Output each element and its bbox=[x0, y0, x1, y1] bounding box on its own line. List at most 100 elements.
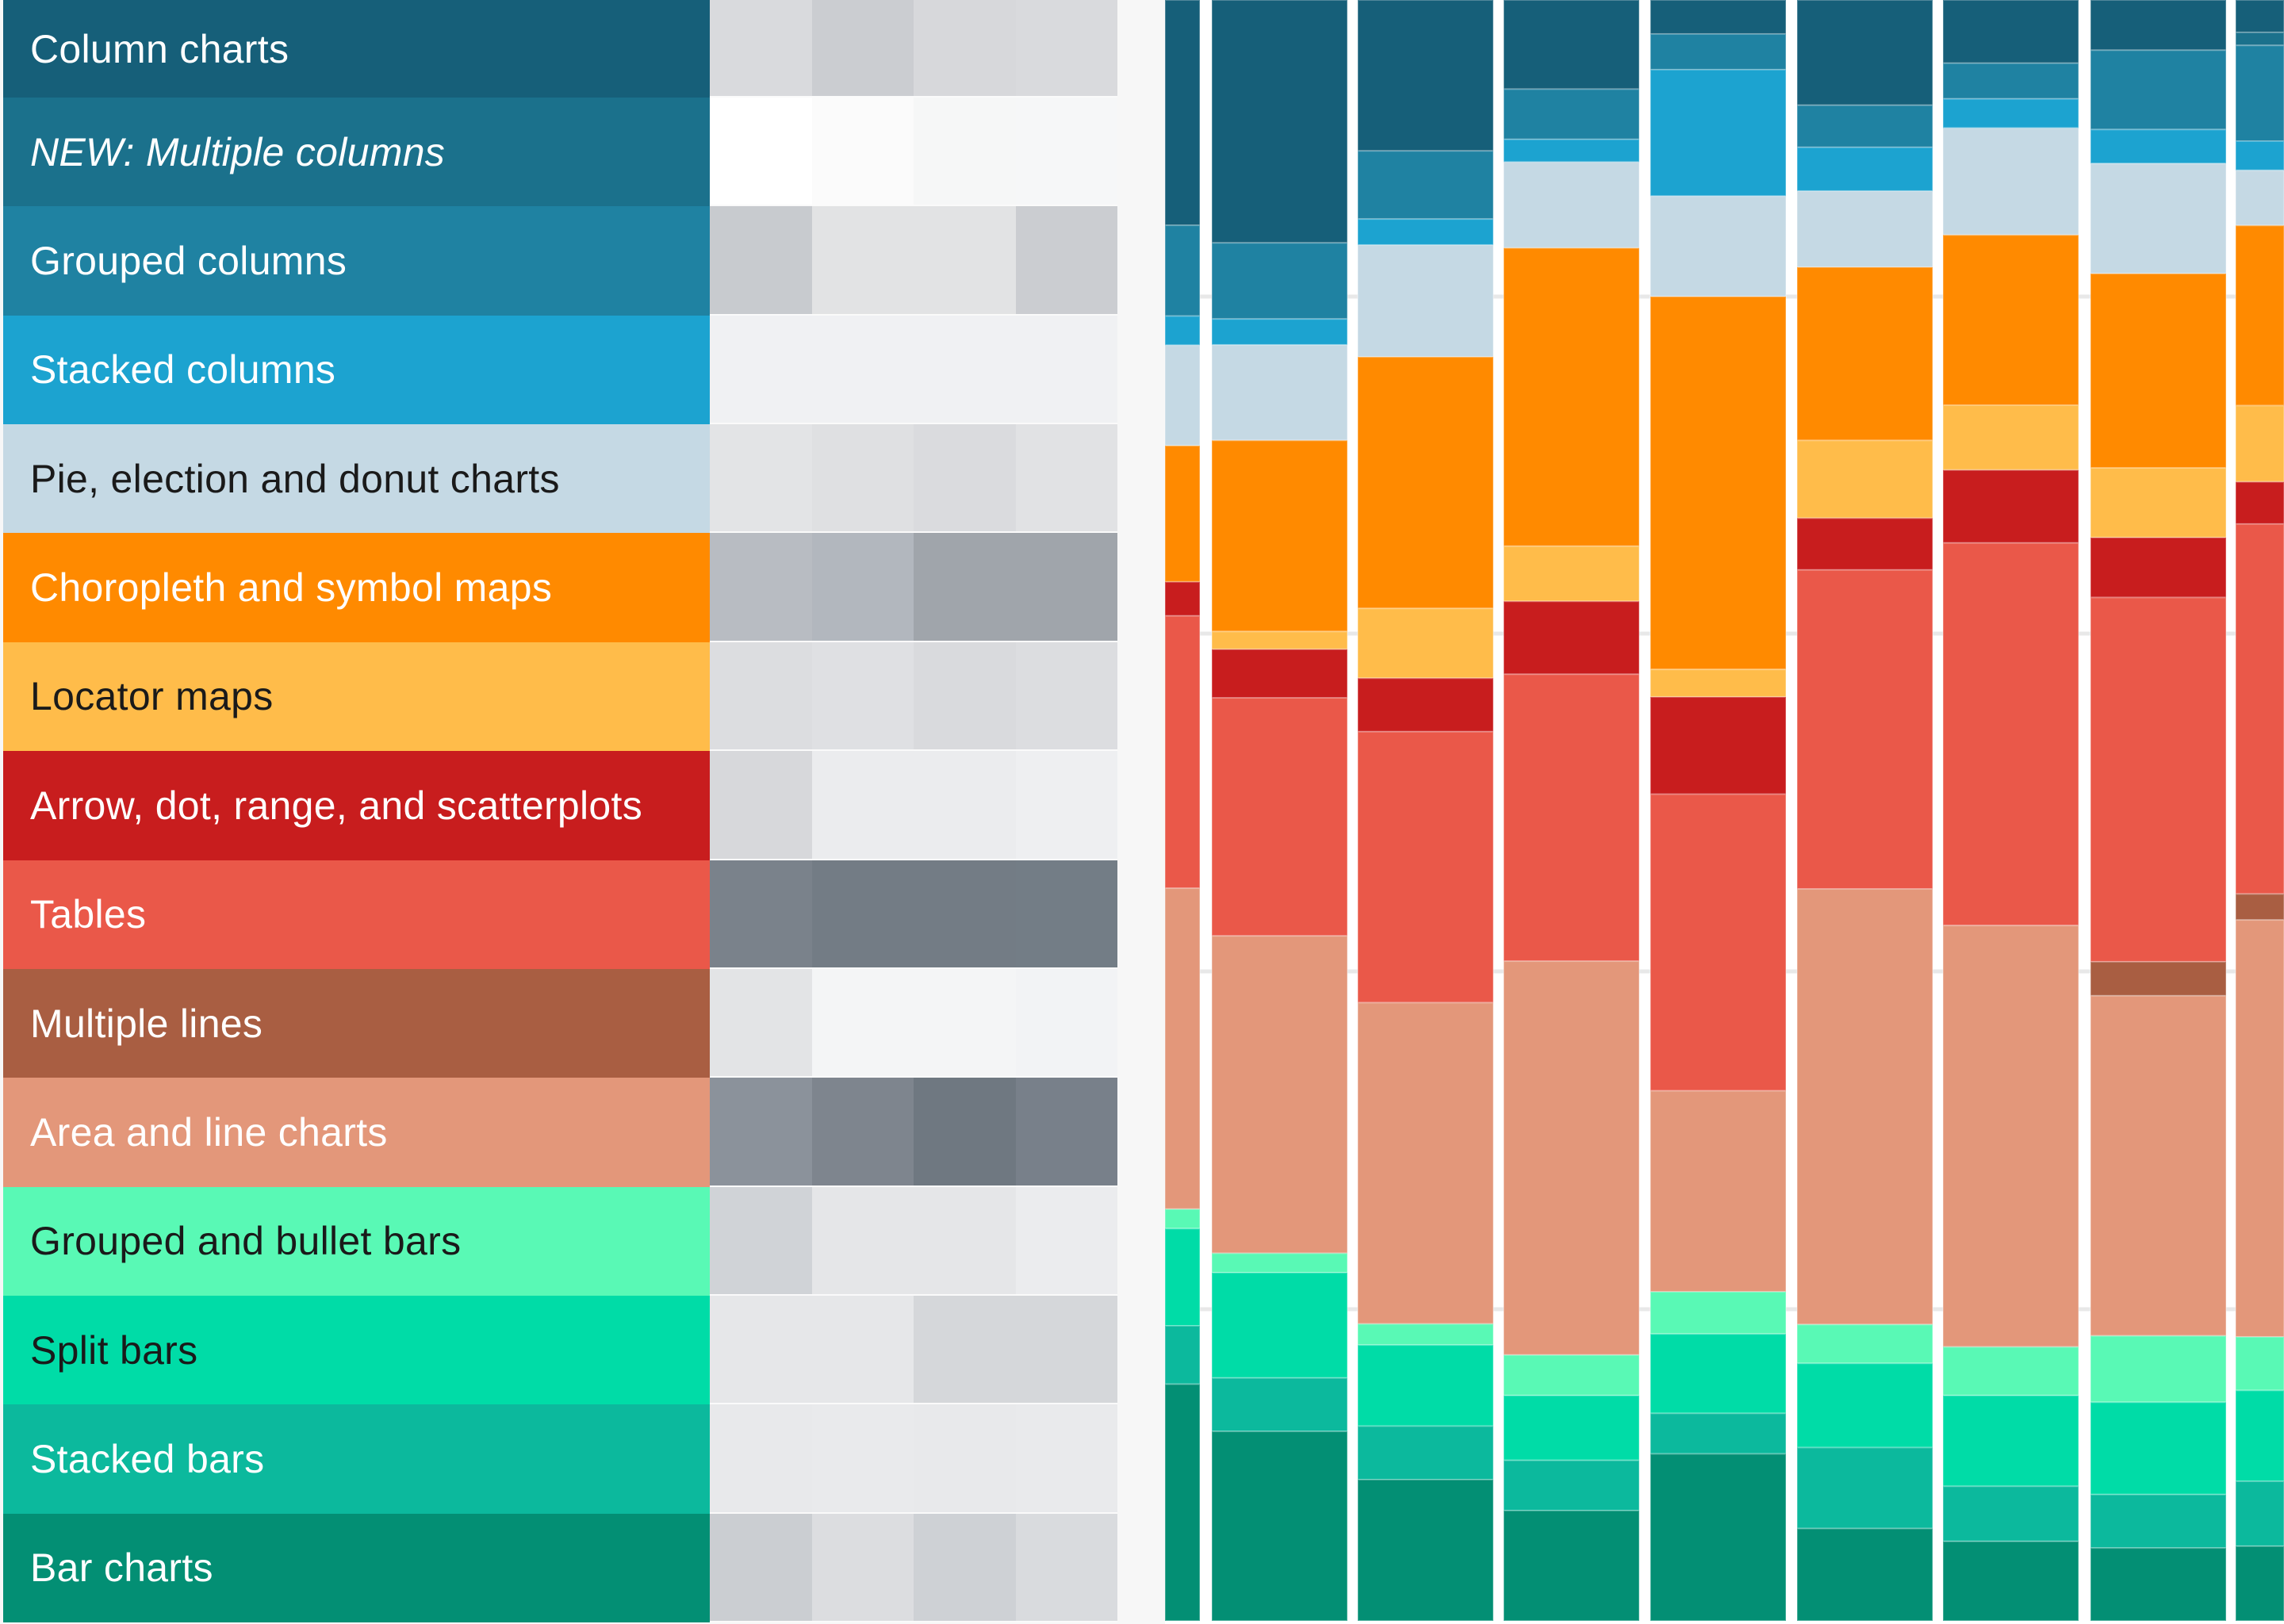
bar-segment bbox=[1164, 0, 1201, 227]
bar-segment bbox=[1357, 607, 1494, 680]
bar-segment bbox=[1503, 161, 1640, 249]
bar-segment bbox=[1503, 673, 1640, 963]
bar-segment bbox=[1164, 1324, 1201, 1385]
heatmap-cell bbox=[710, 860, 812, 967]
bar-segment bbox=[1211, 343, 1348, 442]
bar-segment bbox=[1650, 0, 1787, 35]
bar-segment bbox=[1796, 517, 1933, 571]
heatmap-cell bbox=[710, 98, 812, 205]
legend-row: Bar charts bbox=[3, 1513, 1117, 1623]
bar-segment bbox=[1503, 1459, 1640, 1512]
heatmap-cell bbox=[1015, 1078, 1117, 1185]
bar-segment bbox=[2235, 523, 2284, 895]
heatmap-cell bbox=[1015, 1404, 1117, 1512]
heatmap-cell bbox=[914, 424, 1016, 532]
bar-segment bbox=[1211, 318, 1348, 346]
legend-label: NEW: Multiple columns bbox=[3, 98, 710, 207]
bar-segment bbox=[2235, 1335, 2284, 1392]
bar-segment bbox=[2235, 919, 2284, 1338]
bar-segment bbox=[1650, 1291, 1787, 1335]
heatmap-cell bbox=[1015, 1513, 1117, 1622]
bar-segment bbox=[1503, 88, 1640, 140]
bar-segment bbox=[1650, 1453, 1787, 1622]
heatmap-cell bbox=[914, 1513, 1016, 1622]
bar-segment bbox=[1796, 888, 1933, 1326]
heatmap-cell bbox=[914, 0, 1016, 96]
bar-segment bbox=[2235, 169, 2284, 227]
heatmap-cell bbox=[710, 1186, 812, 1294]
bar-segment bbox=[1796, 1527, 1933, 1622]
bar-segment bbox=[1211, 0, 1348, 244]
bar-segment bbox=[1503, 960, 1640, 1356]
bar-segment bbox=[2090, 128, 2227, 165]
heatmap-cell bbox=[914, 533, 1016, 641]
legend-label: Locator maps bbox=[3, 642, 710, 752]
bar-segment bbox=[1211, 1431, 1348, 1622]
heatmap-cell bbox=[811, 751, 914, 859]
bar-segment bbox=[1942, 469, 2079, 544]
legend-row: Grouped columns bbox=[3, 206, 1117, 316]
heatmap-cell bbox=[1015, 968, 1117, 1077]
heatmap-row bbox=[710, 206, 1117, 316]
heatmap-cell bbox=[1015, 860, 1117, 967]
bar-segment bbox=[2090, 1493, 2227, 1549]
bar-segment bbox=[1650, 33, 1787, 71]
legend-row: Multiple lines bbox=[3, 968, 1117, 1078]
heatmap-row bbox=[710, 1078, 1117, 1187]
bar-segment bbox=[2090, 49, 2227, 131]
stacked-column-chart bbox=[1117, 0, 2284, 1624]
legend-row: Area and line charts bbox=[3, 1078, 1117, 1187]
bar-segment bbox=[1942, 1346, 2079, 1396]
heatmap-cell bbox=[811, 1078, 914, 1185]
heatmap-cell bbox=[710, 968, 812, 1077]
bar-segment bbox=[2235, 224, 2284, 407]
legend-label: Choropleth and symbol maps bbox=[3, 533, 710, 642]
legend-label: Grouped columns bbox=[3, 206, 710, 316]
bar-segment bbox=[1357, 243, 1494, 358]
bar-segment bbox=[1942, 1394, 2079, 1488]
heatmap-cell bbox=[914, 1404, 1016, 1512]
legend-label: Grouped and bullet bars bbox=[3, 1186, 710, 1296]
bar-segment bbox=[2235, 893, 2284, 921]
bar-segment bbox=[1164, 615, 1201, 890]
heatmap-cell bbox=[811, 424, 914, 532]
heatmap-cell bbox=[1015, 98, 1117, 205]
heatmap-row bbox=[710, 0, 1117, 98]
heatmap-row bbox=[710, 533, 1117, 642]
heatmap-cell bbox=[914, 206, 1016, 314]
bar-segment bbox=[1357, 730, 1494, 1004]
heatmap-cell bbox=[811, 968, 914, 1077]
bar-segment bbox=[1211, 1271, 1348, 1379]
heatmap-row bbox=[710, 860, 1117, 969]
bar-segment bbox=[1211, 630, 1348, 650]
legend-label: Tables bbox=[3, 860, 710, 969]
heatmap-cell bbox=[1015, 533, 1117, 641]
heatmap-cell bbox=[811, 0, 914, 96]
heatmap-cell bbox=[914, 751, 1016, 859]
bar-segment bbox=[1942, 925, 2079, 1348]
legend-label: Stacked bars bbox=[3, 1404, 710, 1514]
bar-segment bbox=[2235, 0, 2284, 33]
bar-segment bbox=[1650, 695, 1787, 795]
heatmap-cell bbox=[1015, 642, 1117, 750]
bar-segment bbox=[1357, 1478, 1494, 1622]
bar-segment bbox=[1357, 356, 1494, 610]
legend-row: Tables bbox=[3, 860, 1117, 969]
bar-segment bbox=[1211, 439, 1348, 633]
heatmap-cell bbox=[710, 206, 812, 314]
heatmap-cell bbox=[710, 642, 812, 750]
bar-segment bbox=[1650, 1412, 1787, 1455]
heatmap-cell bbox=[914, 860, 1016, 967]
bar-segment bbox=[1942, 98, 2079, 129]
bar-segment bbox=[2090, 536, 2227, 599]
bar-segment bbox=[1503, 1354, 1640, 1396]
bar-segment bbox=[1650, 668, 1787, 698]
legend-label: Bar charts bbox=[3, 1513, 710, 1623]
bar-segment bbox=[1503, 545, 1640, 603]
heatmap-row bbox=[710, 1513, 1117, 1623]
legend-label: Area and line charts bbox=[3, 1078, 710, 1187]
heatmap-cell bbox=[811, 533, 914, 641]
bar-segment bbox=[2090, 273, 2227, 469]
heatmap-row bbox=[710, 315, 1117, 425]
heatmap-cell bbox=[914, 968, 1016, 1077]
